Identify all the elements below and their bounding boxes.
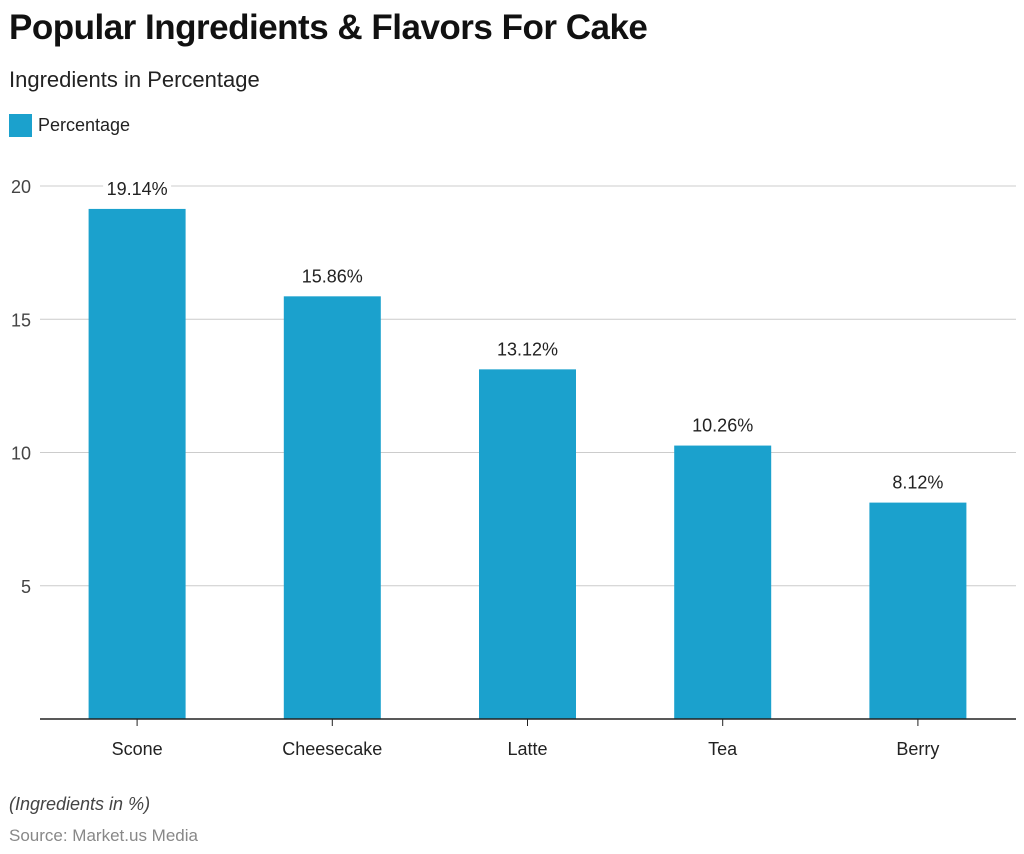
data-label: 19.14% (107, 179, 168, 199)
bar (869, 502, 967, 719)
legend: Percentage (9, 114, 130, 137)
y-tick-label: 15 (11, 310, 31, 330)
x-tick-label: Latte (507, 739, 547, 759)
data-label-bg (883, 469, 952, 492)
chart-note: (Ingredients in %) (9, 794, 151, 814)
x-tick-label: Cheesecake (282, 739, 382, 759)
data-label-bg (688, 412, 757, 435)
y-tick-label: 5 (21, 577, 31, 597)
data-label-bg (103, 175, 172, 198)
data-label: 15.86% (302, 266, 363, 286)
data-label: 8.12% (892, 473, 943, 493)
x-tick-label: Tea (708, 739, 738, 759)
legend-label: Percentage (38, 115, 131, 135)
data-label-bg (298, 263, 367, 286)
x-tick-label: Berry (896, 739, 939, 759)
legend-swatch (9, 114, 32, 137)
y-tick-label: 10 (11, 444, 31, 464)
bar (674, 445, 772, 719)
data-label: 10.26% (692, 416, 753, 436)
data-label: 13.12% (497, 339, 558, 359)
x-tick-label: Scone (112, 739, 163, 759)
chart-source: Source: Market.us Media (9, 826, 198, 845)
bar (88, 208, 186, 719)
chart-subtitle: Ingredients in Percentage (9, 67, 260, 92)
y-tick-label: 20 (11, 177, 31, 197)
chart-title: Popular Ingredients & Flavors For Cake (9, 8, 648, 47)
data-label-bg (493, 336, 562, 359)
bar (479, 369, 576, 719)
bar (283, 296, 381, 719)
